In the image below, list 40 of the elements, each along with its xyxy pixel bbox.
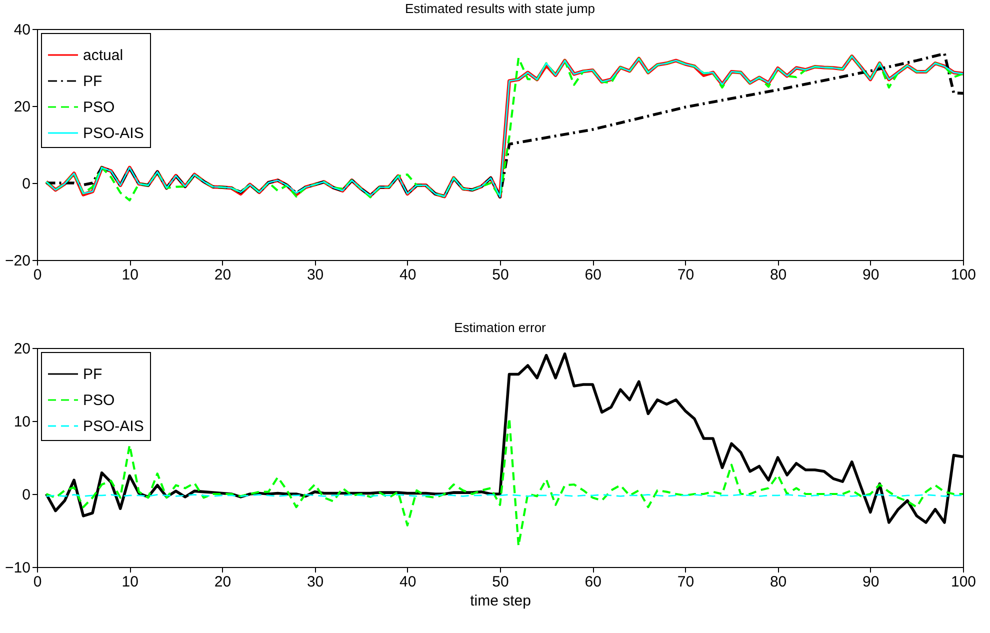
y-tick-label: 20 (14, 98, 30, 116)
chart-title: Estimated results with state jump (404, 1, 596, 16)
x-tick-label: 0 (33, 266, 42, 284)
x-tick-label: 100 (950, 574, 976, 590)
x-tick-label: 50 (492, 574, 509, 590)
y-tick-label: 0 (22, 176, 30, 192)
y-tick-label: 20 (14, 340, 30, 358)
x-tick-label: 60 (584, 574, 602, 590)
x-tick-label: 90 (862, 266, 880, 284)
legend-label: PSO (83, 99, 115, 116)
x-tick-label: 20 (214, 574, 232, 590)
y-tick-label: 40 (14, 22, 30, 38)
y-tick-label: 0 (22, 486, 30, 504)
chart-title: Estimation error (454, 320, 547, 335)
y-tick-label: −10 (5, 560, 30, 576)
y-tick-label: −20 (5, 252, 30, 270)
x-tick-label: 70 (677, 574, 694, 590)
x-tick-label: 30 (306, 266, 324, 284)
x-axis-title: time step (470, 592, 531, 610)
y-tick-label: 10 (14, 414, 30, 430)
x-tick-label: 100 (950, 266, 976, 284)
x-tick-label: 10 (122, 574, 138, 590)
legend-label: PF (83, 366, 102, 383)
x-tick-label: 80 (770, 266, 787, 284)
x-tick-label: 50 (492, 266, 509, 284)
x-tick-label: 0 (33, 574, 42, 590)
x-tick-label: 10 (122, 266, 138, 284)
x-tick-label: 40 (400, 266, 416, 284)
legend-label: PSO-AIS (83, 418, 144, 435)
legend-label: actual (83, 47, 124, 64)
legend-label: PF (83, 73, 102, 90)
x-tick-label: 30 (306, 574, 324, 590)
x-tick-label: 90 (862, 574, 880, 590)
x-tick-label: 40 (400, 574, 416, 590)
x-tick-label: 80 (770, 574, 787, 590)
legend-label: PSO (83, 392, 115, 409)
legend-label: PSO-AIS (83, 125, 144, 142)
x-tick-label: 70 (677, 266, 694, 284)
x-tick-label: 60 (584, 266, 602, 284)
x-tick-label: 20 (214, 266, 232, 284)
